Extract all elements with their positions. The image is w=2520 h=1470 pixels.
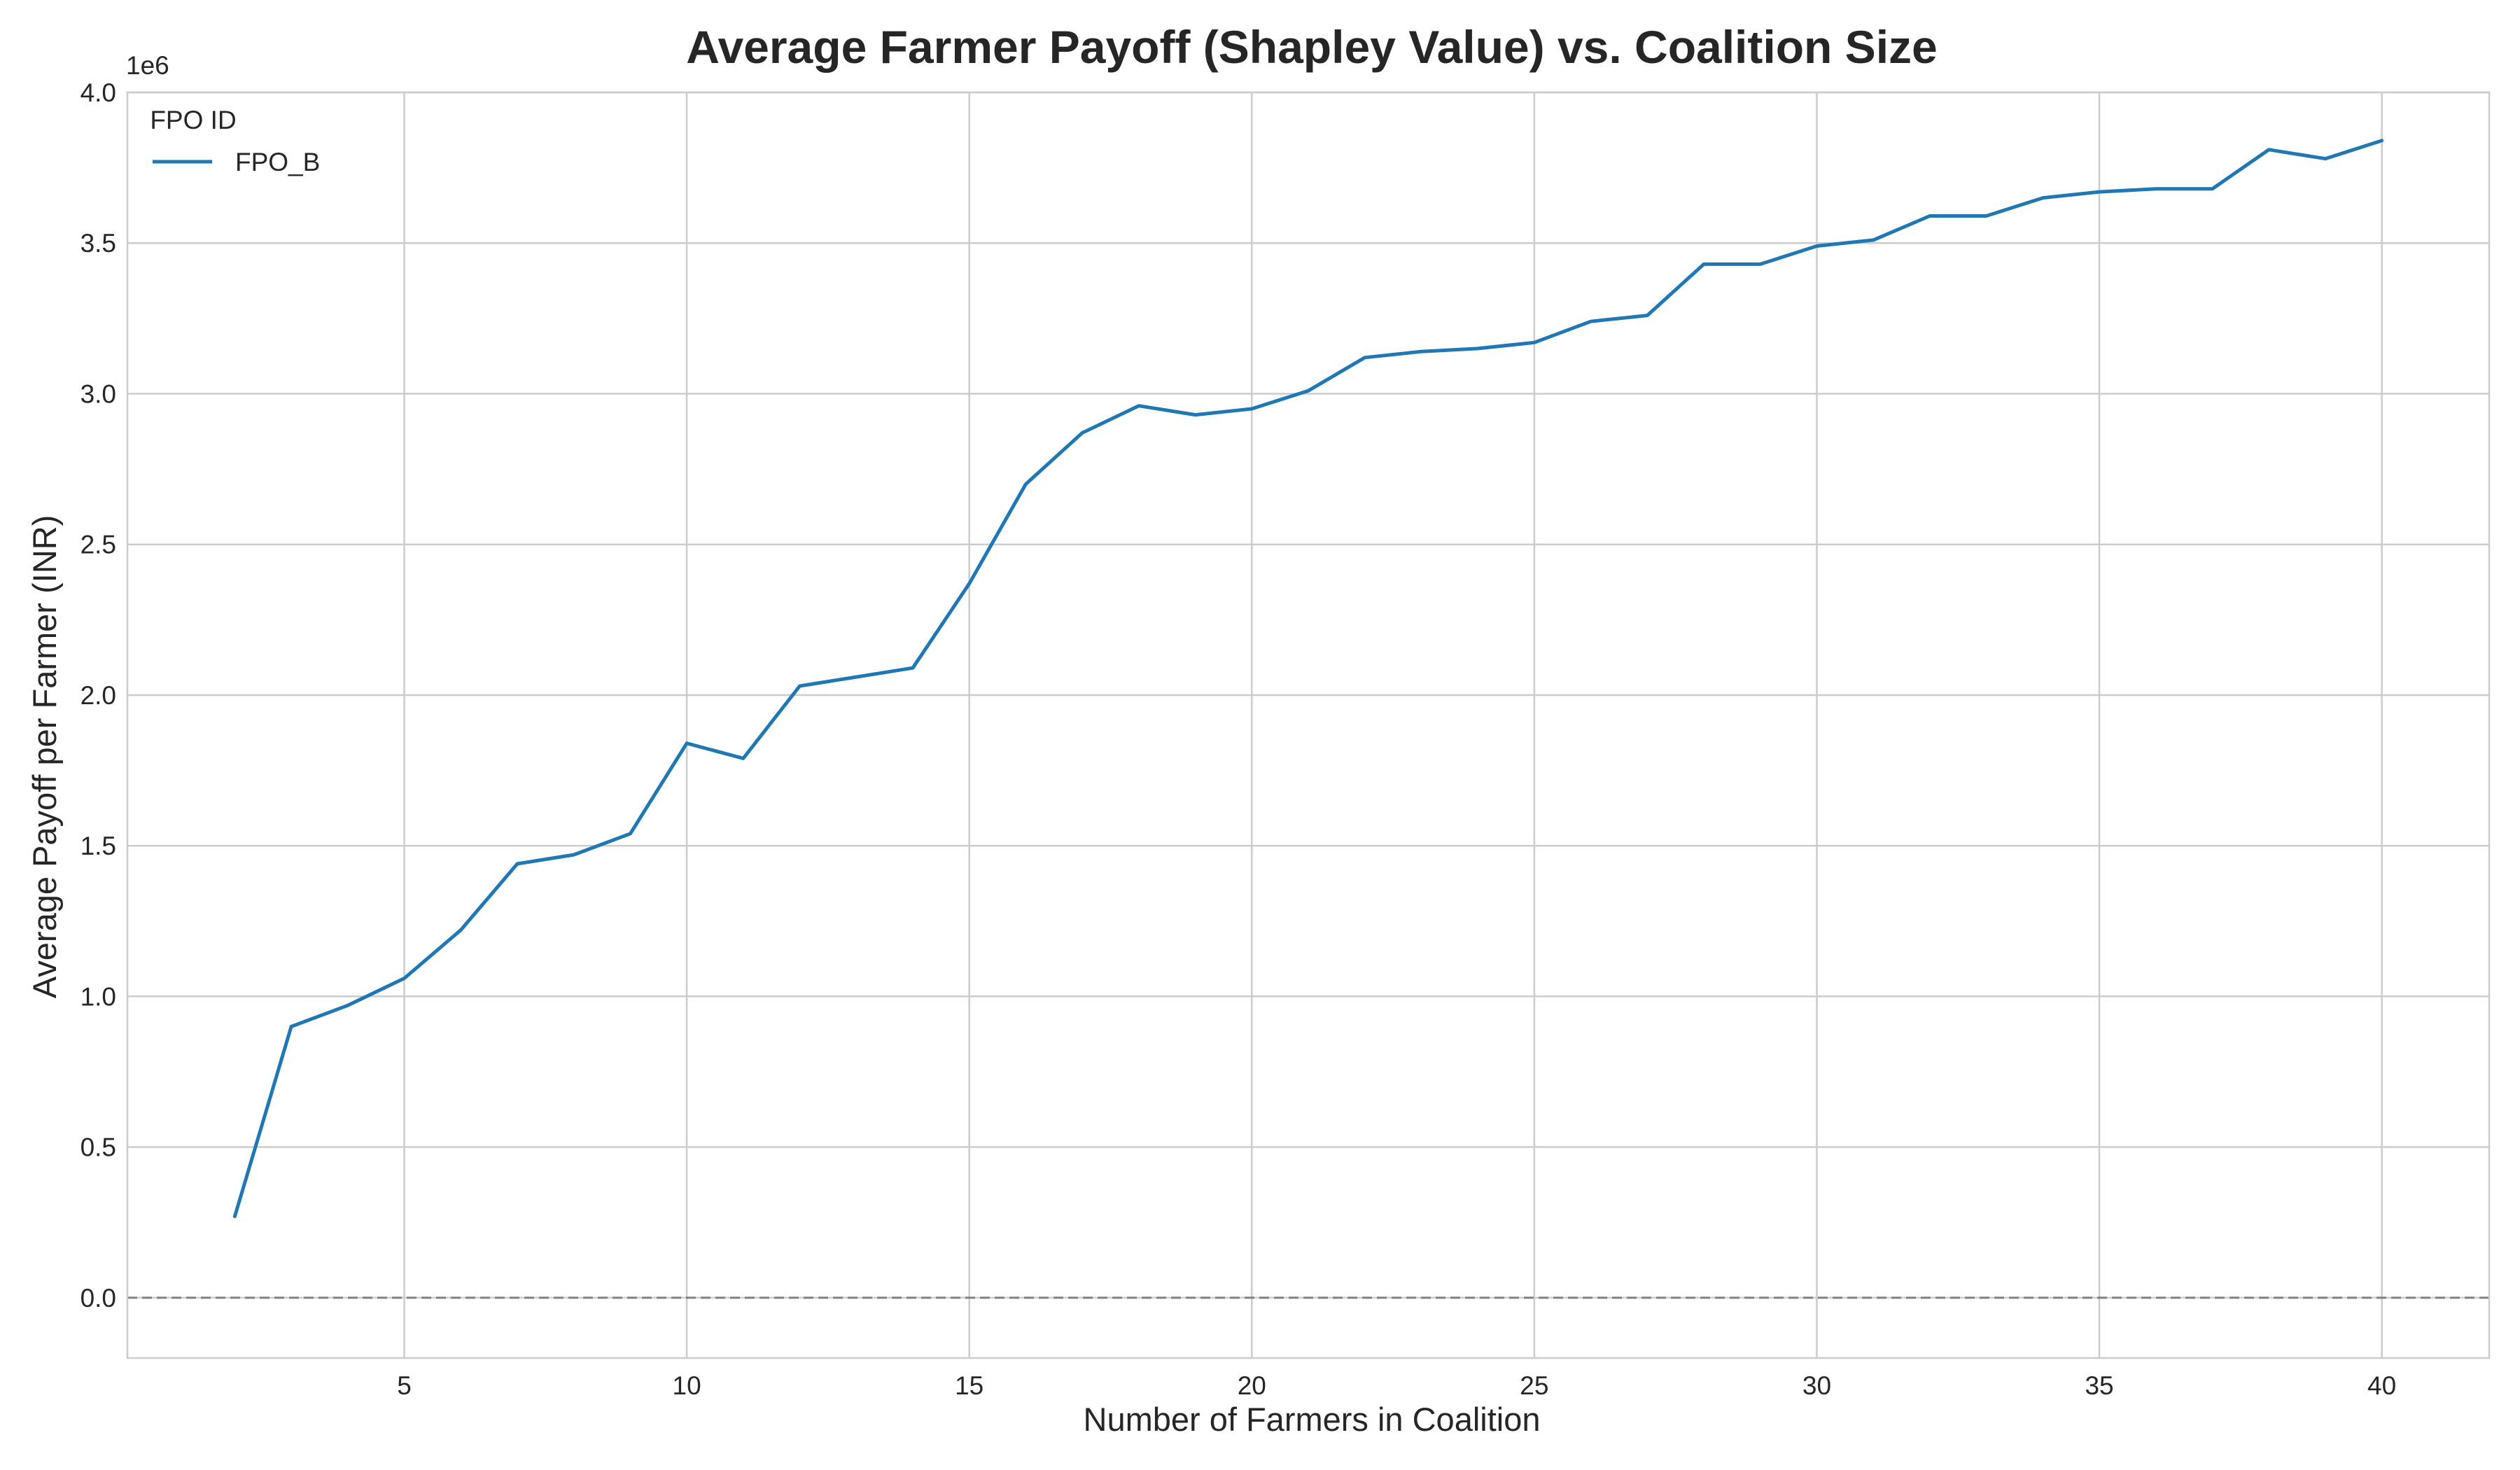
data-point-18 <box>1137 404 1140 407</box>
x-tick-label-10: 10 <box>673 1371 701 1400</box>
data-point-6 <box>459 928 463 932</box>
data-point-32 <box>1928 214 1931 218</box>
legend: FPO ID FPO_B <box>150 106 320 176</box>
y-tick-label-0-5: 0.5 <box>80 1133 116 1162</box>
y-tick-label-0: 0.0 <box>80 1284 116 1312</box>
data-point-20 <box>1250 407 1254 411</box>
data-point-35 <box>2098 190 2101 194</box>
y-axis-label: Average Payoff per Farmer (INR) <box>26 515 63 998</box>
legend-label-fpo-b: FPO_B <box>235 148 320 176</box>
series-group <box>232 139 2384 1219</box>
data-point-24 <box>1476 346 1480 350</box>
x-tick-label-40: 40 <box>2367 1371 2396 1400</box>
data-point-29 <box>1758 262 1762 266</box>
series-line-fpo-b <box>232 139 2384 1219</box>
data-point-30 <box>1815 244 1819 248</box>
y-tick-label-4: 4.0 <box>80 78 116 107</box>
data-point-16 <box>1024 482 1028 486</box>
data-point-25 <box>1532 341 1536 344</box>
legend-title: FPO ID <box>150 106 236 134</box>
x-axis-label: Number of Farmers in Coalition <box>1084 1401 1541 1438</box>
data-point-9 <box>629 832 632 835</box>
data-point-19 <box>1194 413 1197 416</box>
data-point-13 <box>855 676 858 679</box>
y-tick-label-3: 3.0 <box>80 379 116 408</box>
y-tick-label-1-5: 1.5 <box>80 832 116 860</box>
data-point-12 <box>798 685 802 688</box>
data-point-26 <box>1589 320 1592 323</box>
y-tick-label-2-5: 2.5 <box>80 531 116 559</box>
data-point-37 <box>2211 187 2214 190</box>
data-point-10 <box>685 741 689 745</box>
data-point-15 <box>967 582 971 585</box>
x-tick-label-15: 15 <box>955 1371 983 1400</box>
data-point-38 <box>2267 148 2271 151</box>
y-axis-offset-label: 1e6 <box>126 51 169 80</box>
data-point-5 <box>402 976 406 980</box>
data-point-23 <box>1420 350 1423 354</box>
x-tick-label-20: 20 <box>1238 1371 1266 1400</box>
data-point-3 <box>290 1025 293 1028</box>
data-point-7 <box>515 862 519 866</box>
data-point-33 <box>1984 214 1988 218</box>
y-tick-label-1: 1.0 <box>80 982 116 1011</box>
data-point-8 <box>572 853 575 857</box>
chart-title: Average Farmer Payoff (Shapley Value) vs… <box>686 21 1938 73</box>
data-point-36 <box>2154 187 2157 190</box>
data-point-14 <box>911 666 914 670</box>
data-point-34 <box>2041 196 2045 200</box>
data-point-28 <box>1702 262 1706 266</box>
x-tick-label-35: 35 <box>2085 1371 2113 1400</box>
data-point-40 <box>2380 139 2384 142</box>
data-point-22 <box>1363 356 1366 359</box>
data-point-21 <box>1307 389 1310 393</box>
data-point-27 <box>1646 314 1649 317</box>
data-point-2 <box>233 1214 237 1218</box>
y-tick-label-3-5: 3.5 <box>80 229 116 258</box>
data-point-11 <box>741 757 745 760</box>
y-axis-ticks: 0.0 0.5 1.0 1.5 2.0 2.5 3.0 3.5 4.0 <box>80 78 116 1312</box>
data-point-4 <box>346 1004 349 1007</box>
data-point-31 <box>1872 238 1875 241</box>
x-tick-label-25: 25 <box>1520 1371 1548 1400</box>
x-axis-ticks: 5 10 15 20 25 30 35 40 <box>397 1371 2396 1400</box>
data-point-39 <box>2323 157 2327 160</box>
x-tick-label-30: 30 <box>1802 1371 1831 1400</box>
data-point-17 <box>1081 431 1084 435</box>
y-tick-label-2: 2.0 <box>80 681 116 710</box>
plot-area-frame <box>126 91 2491 1359</box>
x-tick-label-5: 5 <box>397 1371 412 1400</box>
